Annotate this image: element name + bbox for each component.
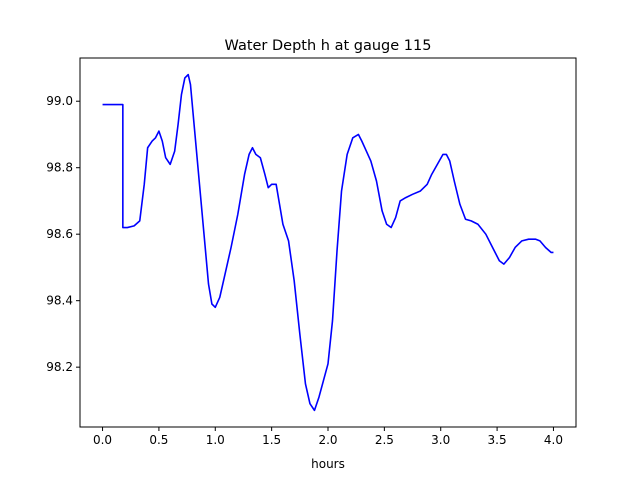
x-tick-label: 3.5 bbox=[488, 433, 507, 447]
y-tick-label: 98.2 bbox=[46, 360, 73, 374]
plot-area: 0.0 0.5 1.0 1.5 2.0 2.5 3.0 3.5 4.0 98.2 98.4 98.6 9… bbox=[46, 57, 577, 447]
y-tick-label: 99.0 bbox=[46, 94, 73, 108]
x-tick-label: 3.0 bbox=[431, 433, 450, 447]
x-tick-label: 1.5 bbox=[262, 433, 281, 447]
x-tick-label: 2.5 bbox=[375, 433, 394, 447]
y-tick-label: 98.8 bbox=[46, 161, 73, 175]
x-tick-label: 1.0 bbox=[206, 433, 225, 447]
chart-title: Water Depth h at gauge 115 bbox=[225, 38, 432, 54]
x-tick-label: 0.5 bbox=[149, 433, 168, 447]
x-tick-label: 0.0 bbox=[93, 433, 112, 447]
y-tick-label: 98.4 bbox=[46, 294, 73, 308]
y-tick-label: 98.6 bbox=[46, 227, 73, 241]
x-axis-label: hours bbox=[311, 457, 345, 471]
x-tick-label: 2.0 bbox=[318, 433, 337, 447]
x-tick-label: 4.0 bbox=[544, 433, 563, 447]
series-line bbox=[102, 73, 554, 412]
